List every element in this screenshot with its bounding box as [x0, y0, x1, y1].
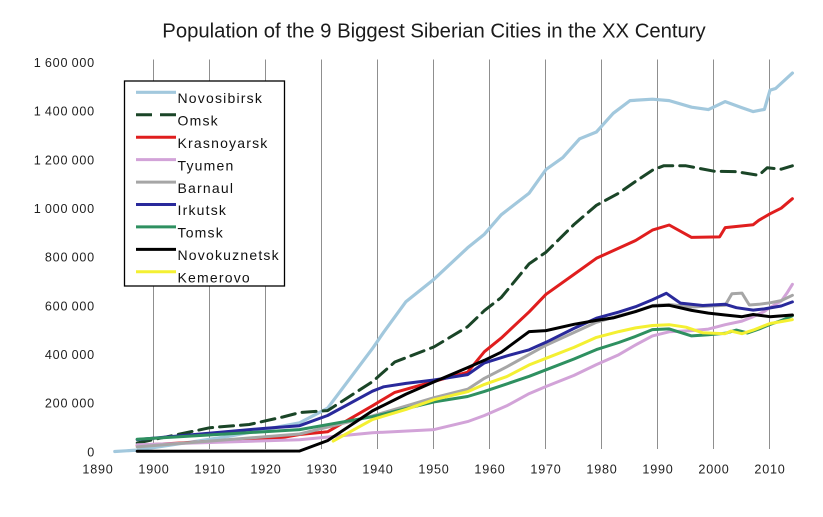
svg-text:1 000 000: 1 000 000 — [34, 202, 95, 216]
svg-text:Population of the 9 Biggest Si: Population of the 9 Biggest Siberian Cit… — [162, 21, 706, 43]
svg-text:1 600 000: 1 600 000 — [34, 56, 95, 70]
svg-text:Kemerovo: Kemerovo — [178, 270, 251, 286]
svg-text:Novokuznetsk: Novokuznetsk — [178, 247, 280, 263]
svg-text:Irkutsk: Irkutsk — [178, 202, 228, 218]
svg-text:2000: 2000 — [698, 463, 729, 477]
svg-text:1910: 1910 — [194, 463, 225, 477]
svg-text:Tyumen: Tyumen — [178, 157, 235, 173]
svg-text:1930: 1930 — [306, 463, 337, 477]
svg-text:1940: 1940 — [362, 463, 393, 477]
svg-text:1890: 1890 — [82, 463, 113, 477]
svg-text:800 000: 800 000 — [45, 251, 95, 265]
svg-text:400 000: 400 000 — [45, 348, 95, 362]
svg-text:600 000: 600 000 — [45, 299, 95, 313]
svg-text:Barnaul: Barnaul — [178, 180, 235, 196]
svg-text:1900: 1900 — [138, 463, 169, 477]
svg-text:Krasnoyarsk: Krasnoyarsk — [178, 135, 269, 151]
svg-text:Novosibirsk: Novosibirsk — [178, 90, 264, 106]
svg-text:1960: 1960 — [474, 463, 505, 477]
svg-text:1920: 1920 — [250, 463, 281, 477]
svg-text:1 200 000: 1 200 000 — [34, 153, 95, 167]
svg-text:1970: 1970 — [530, 463, 561, 477]
svg-text:1950: 1950 — [418, 463, 449, 477]
svg-text:Tomsk: Tomsk — [178, 225, 224, 241]
svg-text:1980: 1980 — [586, 463, 617, 477]
svg-text:0: 0 — [87, 445, 95, 459]
svg-text:200 000: 200 000 — [45, 397, 95, 411]
svg-text:2010: 2010 — [754, 463, 785, 477]
svg-text:1990: 1990 — [642, 463, 673, 477]
svg-text:1 400 000: 1 400 000 — [34, 105, 95, 119]
svg-text:Omsk: Omsk — [178, 112, 219, 128]
